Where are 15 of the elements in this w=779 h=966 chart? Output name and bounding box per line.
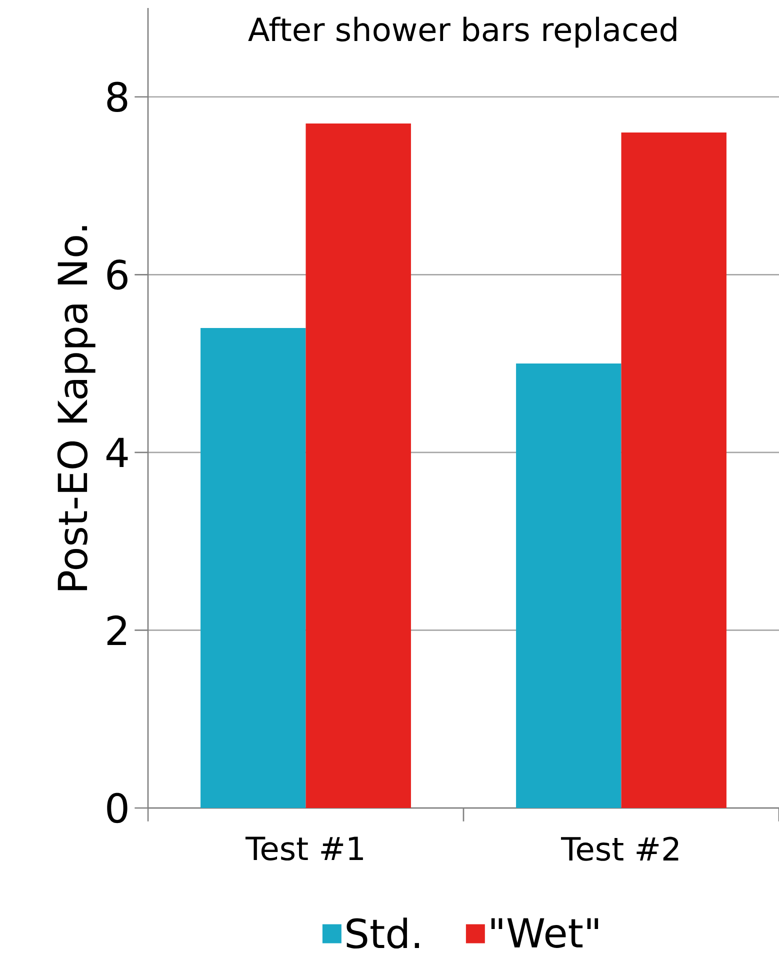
y-tick-label: 6	[107, 260, 128, 290]
bar	[200, 328, 306, 808]
x-tick-label: Test #2	[560, 836, 678, 861]
legend-label: "Wet"	[491, 918, 598, 948]
bar	[621, 132, 726, 808]
y-tick-label: 8	[107, 82, 128, 112]
y-tick-label: 2	[107, 615, 126, 646]
x-tick-label: Test #1	[245, 836, 363, 860]
bar	[516, 364, 622, 808]
y-tick-label: 0	[107, 792, 128, 824]
y-tick-label: 4	[106, 438, 128, 468]
chart-title: After shower bars replaced	[248, 16, 676, 48]
y-axis-title: Post-EO Kappa No.	[57, 226, 96, 590]
legend-label: Std.	[346, 918, 419, 949]
bar	[306, 124, 411, 808]
